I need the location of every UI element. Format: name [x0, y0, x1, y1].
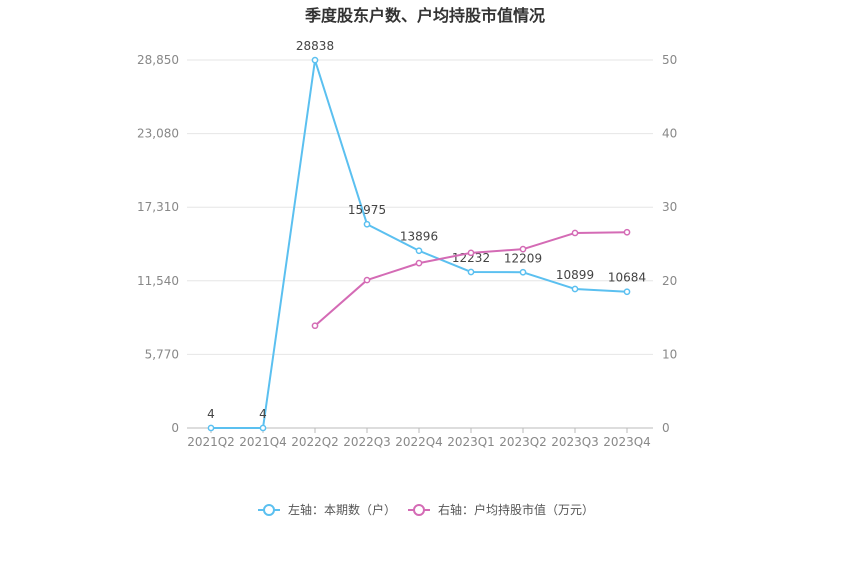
legend-label-2: 右轴：户均持股市值（万元） — [438, 502, 594, 517]
x-tick-label: 2023Q1 — [447, 435, 495, 449]
y-right-tick-label: 0 — [662, 421, 670, 435]
series-2-point — [415, 259, 423, 267]
y-left-tick-label: 28,850 — [137, 53, 179, 67]
series-line-1 — [211, 59, 628, 429]
data-label: 12209 — [504, 251, 542, 265]
series-1-point — [623, 288, 631, 296]
series-2-point — [519, 245, 527, 253]
x-tick-label: 2022Q4 — [395, 435, 443, 449]
x-tick-label: 2023Q2 — [499, 435, 547, 449]
x-tick-label: 2021Q2 — [187, 435, 235, 449]
x-tick-label: 2022Q2 — [291, 435, 339, 449]
series-2-point — [571, 229, 579, 237]
series-1-point — [259, 424, 267, 432]
data-label: 4 — [259, 407, 267, 421]
legend-marker-1 — [263, 504, 275, 516]
y-right-tick-label: 30 — [662, 200, 677, 214]
x-tick-label: 2023Q4 — [603, 435, 651, 449]
data-label: 4 — [207, 407, 215, 421]
data-label: 28838 — [296, 39, 334, 53]
data-label: 10684 — [608, 271, 646, 285]
x-tick-label: 2021Q4 — [239, 435, 287, 449]
series-1-point — [363, 220, 371, 228]
chart-title: 季度股东户数、户均持股市值情况 — [304, 6, 545, 25]
y-left-tick-label: 5,770 — [145, 347, 179, 361]
y-right-tick-label: 40 — [662, 127, 677, 141]
y-left-tick-label: 11,540 — [137, 274, 179, 288]
series-2-point — [467, 249, 475, 257]
series-2-point — [363, 276, 371, 284]
x-tick-label: 2023Q3 — [551, 435, 599, 449]
series-2-point — [311, 322, 319, 330]
series-1-point — [571, 285, 579, 293]
series-1-point — [467, 268, 475, 276]
series-1-point — [207, 424, 215, 432]
y-left-tick-label: 17,310 — [137, 200, 179, 214]
data-label: 10899 — [556, 268, 594, 282]
legend-marker-2 — [413, 504, 425, 516]
series-2-point — [623, 228, 631, 236]
x-tick-label: 2022Q3 — [343, 435, 391, 449]
legend-label-1: 左轴：本期数（户） — [288, 502, 396, 517]
data-label: 15975 — [348, 203, 386, 217]
series-1-point — [311, 56, 319, 64]
series-1-point — [415, 247, 423, 255]
y-right-tick-label: 10 — [662, 347, 677, 361]
y-left-tick-label: 23,080 — [137, 127, 179, 141]
y-left-tick-label: 0 — [171, 421, 179, 435]
y-right-tick-label: 50 — [662, 53, 677, 67]
y-right-tick-label: 20 — [662, 274, 677, 288]
data-label: 13896 — [400, 230, 438, 244]
series-1-point — [519, 268, 527, 276]
